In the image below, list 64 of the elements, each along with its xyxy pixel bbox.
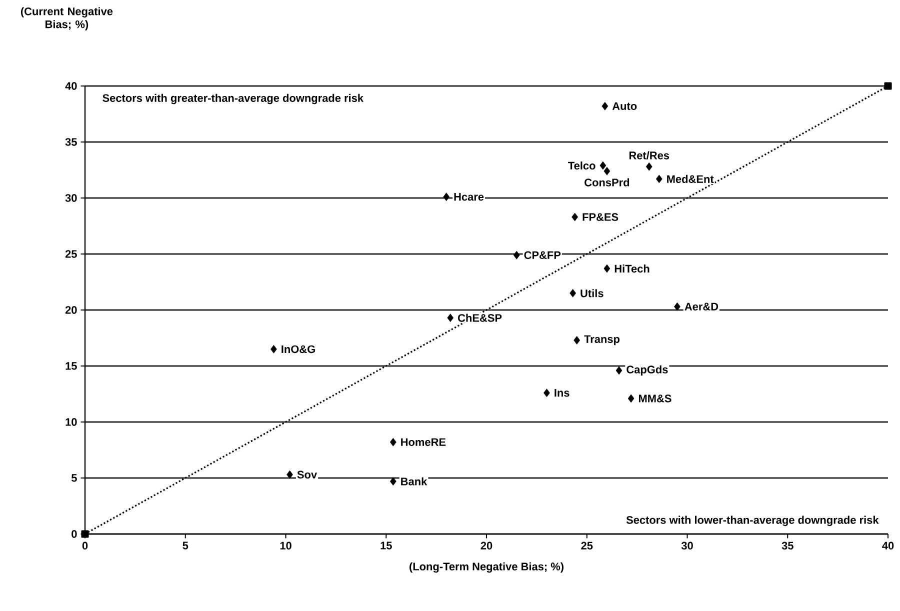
point <box>390 477 396 486</box>
point <box>646 162 652 171</box>
point <box>513 250 520 260</box>
point <box>572 212 578 222</box>
y-tick-label: 5 <box>71 474 77 482</box>
series-label: InO&G <box>282 345 315 354</box>
y-axis-title: (Current Negative Bias; %) <box>20 7 113 30</box>
x-tick-label: 10 <box>280 542 292 550</box>
point <box>604 166 610 176</box>
point <box>443 192 450 202</box>
point <box>884 82 892 90</box>
y-tick-label: 10 <box>66 418 77 426</box>
series-label: Aer&D <box>684 302 718 310</box>
x-tick-label: 5 <box>182 542 188 550</box>
annotation: Sectors with greater-than-average downgrade risk <box>102 94 364 104</box>
series-label: Hcare <box>454 193 484 201</box>
series-label: Ret/Res <box>629 151 670 160</box>
point <box>390 438 396 446</box>
point <box>544 388 550 398</box>
series-label: HiTech <box>614 264 650 273</box>
x-tick-label: 30 <box>681 542 693 550</box>
y-tick-label: 20 <box>65 306 77 314</box>
point <box>574 336 580 344</box>
x-tick-label: 0 <box>82 542 88 550</box>
x-tick-label: 40 <box>882 542 894 550</box>
point <box>602 102 608 110</box>
point <box>270 345 277 354</box>
point <box>674 302 680 311</box>
x-tick-label: 15 <box>380 542 392 550</box>
y-tick-label: 0 <box>72 530 77 538</box>
y-tick-label: 25 <box>65 250 77 258</box>
point <box>81 530 89 538</box>
y-tick-label: 15 <box>66 362 77 370</box>
y-tick-label: 35 <box>65 138 77 146</box>
point <box>600 161 606 170</box>
point <box>447 314 454 322</box>
y-tick-label: 30 <box>65 194 77 202</box>
point <box>616 366 622 375</box>
y-tick-label: 40 <box>65 82 77 90</box>
x-tick-label: 20 <box>480 542 492 550</box>
series-label: CapGds <box>626 365 668 376</box>
series-label: Sov <box>297 470 318 479</box>
series-label: Transp <box>584 335 620 346</box>
point <box>628 394 634 403</box>
x-tick-label: 35 <box>782 542 794 550</box>
series-label: Ins <box>554 389 570 397</box>
point <box>286 470 293 479</box>
series-label: HomeRE <box>401 438 446 446</box>
series-label: CP&FP <box>524 251 561 259</box>
series-label: MM&S <box>638 394 672 402</box>
annotation: Sectors with lower-than-average downgrade risk <box>626 516 879 526</box>
series-label: Med&Ent <box>667 174 714 183</box>
series-label: Auto <box>612 102 637 110</box>
series-label: FP&ES <box>582 213 618 221</box>
point <box>604 264 610 273</box>
point <box>570 289 576 298</box>
x-axis-title: (Long-Term Negative Bias; %) <box>410 562 564 573</box>
series-label: ChE&SP <box>458 314 502 322</box>
series-label: Telco <box>568 161 596 170</box>
series-label: Bank <box>401 477 428 486</box>
series-label: ConsPrd <box>584 178 630 186</box>
series-label: Utils <box>580 289 604 298</box>
point <box>656 174 662 184</box>
x-tick-label: 25 <box>581 542 593 550</box>
